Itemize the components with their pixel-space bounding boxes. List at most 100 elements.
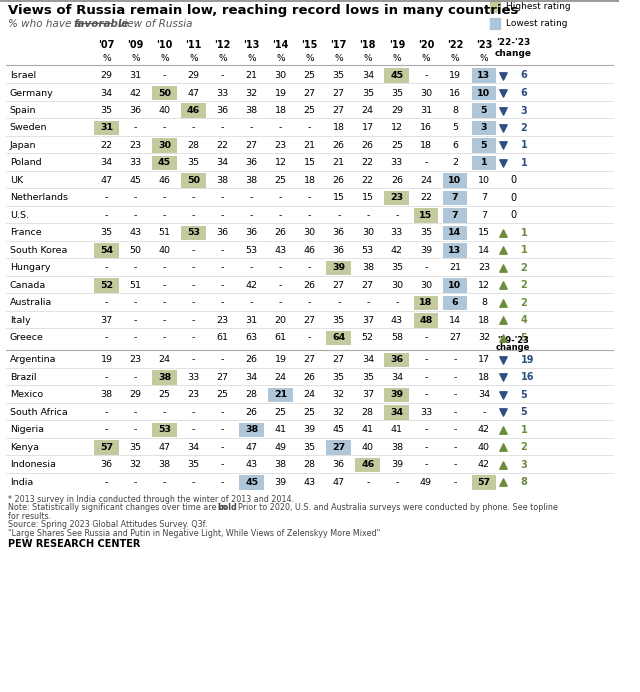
Text: 64: 64	[332, 334, 346, 343]
Text: -: -	[163, 478, 166, 487]
Text: 22: 22	[362, 176, 374, 185]
Text: -: -	[308, 123, 312, 132]
Text: 19: 19	[275, 356, 287, 365]
Text: 29: 29	[129, 390, 141, 399]
Text: '14: '14	[273, 40, 289, 50]
Text: 43: 43	[129, 228, 141, 237]
Text: 24: 24	[304, 390, 316, 399]
Text: 10: 10	[449, 281, 461, 290]
Text: -: -	[453, 426, 456, 435]
Text: 41: 41	[275, 426, 287, 435]
Text: 26: 26	[304, 281, 316, 290]
Text: Argentina: Argentina	[10, 356, 56, 365]
Text: 34: 34	[362, 71, 374, 80]
Text: 27: 27	[333, 106, 345, 115]
Text: 35: 35	[420, 228, 432, 237]
Text: 2: 2	[521, 298, 527, 308]
Text: France: France	[10, 228, 42, 237]
FancyBboxPatch shape	[413, 295, 438, 310]
Text: 38: 38	[100, 390, 113, 399]
Text: 23: 23	[188, 390, 200, 399]
Text: -: -	[221, 71, 224, 80]
FancyBboxPatch shape	[442, 191, 467, 205]
Text: 22: 22	[420, 194, 432, 203]
Text: 36: 36	[246, 158, 258, 167]
Text: Kenya: Kenya	[10, 443, 38, 452]
Text: 45: 45	[390, 71, 403, 80]
Text: Indonesia: Indonesia	[10, 460, 56, 469]
Text: Australia: Australia	[10, 298, 52, 307]
Text: -: -	[221, 246, 224, 255]
Text: Poland: Poland	[10, 158, 42, 167]
Text: %: %	[305, 54, 314, 63]
Text: 61: 61	[216, 334, 228, 343]
Text: 34: 34	[188, 443, 200, 452]
FancyBboxPatch shape	[94, 244, 119, 257]
Text: 15: 15	[419, 211, 433, 220]
Text: 45: 45	[129, 176, 141, 185]
Text: %: %	[422, 54, 430, 63]
Text: -: -	[279, 194, 282, 203]
FancyBboxPatch shape	[152, 370, 177, 385]
Text: Italy: Italy	[10, 316, 30, 325]
Text: 7: 7	[452, 194, 458, 203]
Text: 34: 34	[362, 356, 374, 365]
Text: 27: 27	[333, 281, 345, 290]
Text: 42: 42	[478, 426, 490, 435]
Text: 6: 6	[521, 71, 527, 80]
Text: Highest rating: Highest rating	[506, 2, 571, 11]
Text: %: %	[247, 54, 256, 63]
Text: 25: 25	[304, 106, 316, 115]
Text: -: -	[163, 298, 166, 307]
Text: 46: 46	[304, 246, 316, 255]
Text: 38: 38	[159, 460, 171, 469]
Text: -: -	[105, 426, 108, 435]
Text: 0: 0	[510, 176, 516, 185]
Text: %: %	[392, 54, 401, 63]
Text: 12: 12	[391, 123, 403, 132]
Text: 39: 39	[391, 460, 403, 469]
Text: 43: 43	[275, 246, 287, 255]
Point	[498, 70, 508, 81]
Text: -: -	[192, 123, 195, 132]
Text: 53: 53	[187, 228, 200, 237]
Text: 22: 22	[100, 141, 113, 150]
Text: -: -	[424, 390, 428, 399]
Text: 16: 16	[449, 89, 461, 98]
FancyBboxPatch shape	[472, 121, 496, 135]
Text: -: -	[134, 334, 137, 343]
Text: 23: 23	[390, 194, 403, 203]
Text: %: %	[335, 54, 343, 63]
FancyBboxPatch shape	[472, 103, 496, 118]
Text: % who have a: % who have a	[8, 19, 84, 29]
Text: 28: 28	[246, 390, 258, 399]
Text: -: -	[105, 264, 108, 273]
Text: -: -	[395, 298, 399, 307]
FancyBboxPatch shape	[442, 173, 467, 188]
Text: Views of Russia remain low, reaching record lows in many countries: Views of Russia remain low, reaching rec…	[8, 4, 518, 17]
Text: '13: '13	[243, 40, 260, 50]
Text: Canada: Canada	[10, 281, 46, 290]
Text: 52: 52	[100, 281, 113, 290]
Text: -: -	[250, 194, 253, 203]
Text: -: -	[453, 356, 456, 365]
FancyBboxPatch shape	[152, 138, 177, 153]
Text: 6: 6	[452, 141, 458, 150]
Text: 35: 35	[362, 89, 374, 98]
Text: 27: 27	[304, 89, 316, 98]
Text: -: -	[221, 426, 224, 435]
Text: 25: 25	[304, 408, 316, 417]
Text: -: -	[134, 298, 137, 307]
Text: 15: 15	[478, 228, 490, 237]
Text: 18: 18	[275, 106, 287, 115]
Text: 31: 31	[129, 71, 141, 80]
Text: 28: 28	[304, 460, 316, 469]
Text: 2: 2	[452, 158, 458, 167]
Text: 30: 30	[420, 281, 432, 290]
Point	[498, 332, 508, 343]
FancyBboxPatch shape	[152, 86, 177, 100]
Point	[498, 122, 508, 134]
Text: -: -	[221, 460, 224, 469]
Text: 30: 30	[391, 281, 403, 290]
FancyBboxPatch shape	[472, 86, 496, 100]
